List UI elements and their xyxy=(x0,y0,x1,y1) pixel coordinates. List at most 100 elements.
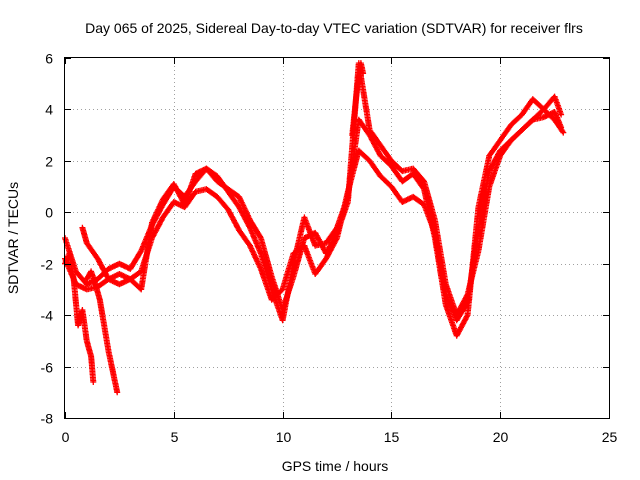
data-point xyxy=(499,154,502,157)
data-point xyxy=(401,169,404,173)
data-point xyxy=(270,275,273,278)
data-point xyxy=(520,113,524,116)
data-point xyxy=(118,272,121,276)
data-point xyxy=(499,139,502,142)
data-point xyxy=(96,257,99,260)
chart-title: Day 065 of 2025, Sidereal Day-to-day VTE… xyxy=(85,20,583,36)
data-point xyxy=(351,133,354,137)
data-point xyxy=(85,241,89,245)
data-point xyxy=(172,182,175,186)
series-track-b xyxy=(62,109,565,324)
x-tick-label: 15 xyxy=(384,429,400,445)
data-point xyxy=(85,339,89,343)
data-point xyxy=(107,349,110,353)
data-point xyxy=(444,293,447,296)
data-point xyxy=(509,123,513,127)
data-point xyxy=(107,277,110,281)
data-point xyxy=(466,301,469,304)
data-point xyxy=(324,257,328,260)
data-point xyxy=(81,308,84,312)
data-point xyxy=(359,61,363,65)
y-tick-label: 2 xyxy=(45,154,53,170)
data-point xyxy=(488,169,491,173)
series-track-e xyxy=(83,268,121,396)
data-point xyxy=(324,252,328,255)
data-point xyxy=(111,370,115,373)
data-point xyxy=(161,198,165,201)
data-point xyxy=(346,200,350,204)
data-point xyxy=(379,144,382,147)
data-point xyxy=(455,334,458,337)
data-point xyxy=(520,128,524,132)
data-point xyxy=(412,167,415,170)
data-point xyxy=(292,252,295,255)
data-point xyxy=(183,203,186,206)
data-point xyxy=(314,231,317,235)
data-point xyxy=(455,313,458,317)
data-point xyxy=(85,283,89,286)
data-point xyxy=(76,324,80,327)
data-point xyxy=(237,229,241,232)
data-point xyxy=(390,159,393,163)
data-point xyxy=(553,118,556,121)
data-point xyxy=(248,226,252,229)
data-point xyxy=(466,293,469,296)
data-point xyxy=(444,303,447,307)
data-point xyxy=(433,218,437,222)
data-point xyxy=(292,275,295,278)
data-point xyxy=(194,172,197,175)
data-point xyxy=(248,218,252,222)
data-point xyxy=(553,110,556,114)
data-point xyxy=(477,205,480,209)
data-point xyxy=(324,241,328,245)
data-point xyxy=(81,226,84,229)
data-point xyxy=(401,200,404,204)
data-point xyxy=(129,277,132,281)
data-point xyxy=(227,208,230,211)
data-point xyxy=(553,95,556,98)
data-point xyxy=(314,272,317,276)
y-tick-label: 0 xyxy=(45,205,53,221)
marker-trace xyxy=(62,109,565,324)
y-tick-label: -2 xyxy=(41,257,54,273)
data-point xyxy=(216,180,219,183)
data-point xyxy=(85,277,89,281)
marker-trace xyxy=(62,93,565,339)
data-point xyxy=(259,236,262,240)
data-point xyxy=(98,298,102,301)
data-point xyxy=(161,216,165,219)
y-tick-label: -6 xyxy=(41,360,54,376)
x-tick-label: 25 xyxy=(602,429,618,445)
data-point xyxy=(531,97,534,101)
data-point xyxy=(412,195,415,199)
data-point xyxy=(116,391,119,394)
y-tick-label: 4 xyxy=(45,102,53,118)
data-point xyxy=(270,298,273,301)
series-track-a xyxy=(62,93,565,339)
data-point xyxy=(401,180,404,183)
x-tick-label: 10 xyxy=(276,429,292,445)
data-point xyxy=(237,205,241,209)
data-point xyxy=(368,159,371,163)
marker-trace xyxy=(79,60,567,319)
data-point xyxy=(303,216,306,219)
data-point xyxy=(259,252,262,255)
data-point xyxy=(355,92,358,96)
data-point xyxy=(216,175,219,178)
y-axis-label: SDTVAR / TECUs xyxy=(5,182,21,294)
data-point xyxy=(390,164,393,168)
data-point xyxy=(237,195,241,199)
data-point xyxy=(531,118,534,121)
data-point xyxy=(92,380,95,384)
grid-lines xyxy=(65,58,609,418)
data-point xyxy=(357,77,360,80)
x-tick-label: 0 xyxy=(62,429,70,445)
data-point xyxy=(562,131,565,134)
data-point xyxy=(216,195,219,199)
data-point xyxy=(477,226,480,229)
data-point xyxy=(205,187,208,191)
data-point xyxy=(194,190,197,193)
data-point xyxy=(103,324,106,327)
data-point xyxy=(412,172,415,175)
